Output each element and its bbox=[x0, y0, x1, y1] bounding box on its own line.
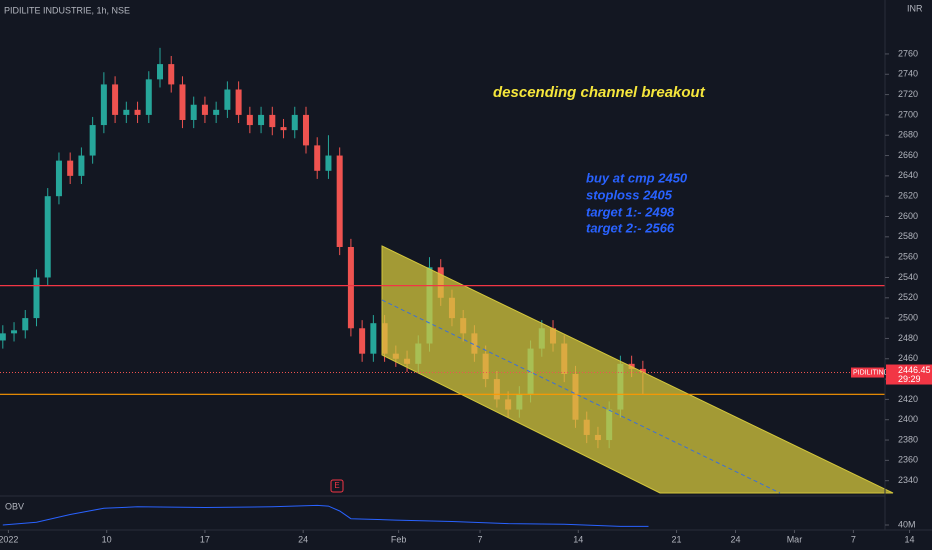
candle-body bbox=[359, 328, 366, 354]
candle-body bbox=[639, 368, 646, 373]
y-tick-label: 2600 bbox=[898, 211, 918, 221]
overlay bbox=[0, 284, 885, 395]
candle-body bbox=[370, 323, 377, 354]
earnings-marker: E bbox=[334, 481, 339, 490]
x-tick-label: Feb bbox=[391, 534, 407, 544]
y-tick-label: 2680 bbox=[898, 130, 918, 140]
candle-body bbox=[78, 155, 85, 176]
candle-body bbox=[314, 145, 321, 171]
currency: INR bbox=[907, 3, 923, 13]
price-box bbox=[886, 364, 932, 385]
candle-body bbox=[145, 79, 152, 115]
indicator-label: OBV bbox=[5, 501, 24, 511]
y-tick-label: 2620 bbox=[898, 191, 918, 201]
symbol-tag: PIDILITIND bbox=[853, 369, 889, 376]
x-tick-label: 2022 bbox=[0, 534, 18, 544]
candle-body bbox=[112, 84, 119, 115]
y-tick-label: 2380 bbox=[898, 434, 918, 444]
candle-body bbox=[157, 64, 164, 80]
x-tick-label: 14 bbox=[573, 534, 583, 544]
trade-plan: target 2:- 2566 bbox=[586, 220, 675, 235]
channel-midline bbox=[381, 299, 781, 494]
x-tick-label: 24 bbox=[730, 534, 740, 544]
candle-body bbox=[336, 155, 343, 247]
y-tick-label: 2740 bbox=[898, 69, 918, 79]
candle-body bbox=[235, 89, 242, 115]
symbol-tag-box bbox=[851, 367, 884, 378]
x-tick-label: 17 bbox=[200, 534, 210, 544]
x-tick-label: 21 bbox=[672, 534, 682, 544]
obv-line bbox=[2, 504, 649, 527]
annotation: descending channel breakout bbox=[493, 84, 706, 101]
candle-body bbox=[325, 155, 332, 171]
x-tick-label: 24 bbox=[298, 534, 308, 544]
trade-plan: target 1:- 2498 bbox=[586, 204, 675, 219]
last-price: 2446.45 bbox=[898, 365, 931, 375]
candle-body bbox=[302, 114, 309, 146]
y-tick-label: 2520 bbox=[898, 292, 918, 302]
y-tick-label: 2500 bbox=[898, 312, 918, 322]
candle-body bbox=[22, 318, 29, 331]
candle-body bbox=[123, 109, 130, 115]
y-tick-label: 2460 bbox=[898, 353, 918, 363]
countdown: 29:29 bbox=[898, 374, 921, 384]
y-tick-label: 2700 bbox=[898, 109, 918, 119]
x-tick-label: Mar bbox=[787, 534, 803, 544]
candle-body bbox=[100, 84, 107, 126]
y-tick-label: 2480 bbox=[898, 333, 918, 343]
x-tick-label: 7 bbox=[478, 534, 483, 544]
candle-body bbox=[44, 196, 51, 278]
candle-body bbox=[168, 64, 175, 85]
y-tick-label: 2340 bbox=[898, 475, 918, 485]
candle-body bbox=[0, 333, 6, 341]
candle-body bbox=[190, 104, 197, 120]
candle-body bbox=[258, 114, 265, 126]
y-tick-label: 2720 bbox=[898, 89, 918, 99]
candle-body bbox=[224, 89, 231, 110]
candle-body bbox=[11, 330, 18, 334]
trade-plan: stoploss 2405 bbox=[586, 187, 673, 202]
candle-body bbox=[179, 84, 186, 120]
y-tick-label: 2540 bbox=[898, 272, 918, 282]
y-tick-label: 2640 bbox=[898, 170, 918, 180]
candle-body bbox=[89, 125, 96, 156]
candle-body bbox=[246, 114, 253, 126]
candle-body bbox=[269, 114, 276, 128]
x-tick-label: 7 bbox=[851, 534, 856, 544]
candle-body bbox=[201, 104, 208, 115]
candle-body bbox=[213, 109, 220, 115]
x-tick-label: 10 bbox=[102, 534, 112, 544]
y-tick-label: 2560 bbox=[898, 252, 918, 262]
chart-title: PIDILITE INDUSTRIE, 1h, NSE bbox=[4, 5, 130, 15]
y-tick-label: 2580 bbox=[898, 231, 918, 241]
candle-body bbox=[347, 246, 354, 329]
earnings-badge bbox=[330, 479, 344, 493]
candle-body bbox=[280, 127, 287, 131]
y-tick-label: 2420 bbox=[898, 394, 918, 404]
y-tick-label: 2660 bbox=[898, 150, 918, 160]
y-tick-label: 2400 bbox=[898, 414, 918, 424]
y-tick-label: 2760 bbox=[898, 48, 918, 58]
candle-body bbox=[291, 114, 298, 131]
candle-body bbox=[134, 109, 141, 115]
candle-body bbox=[33, 277, 40, 319]
x-tick-label: 14 bbox=[905, 534, 915, 544]
candle-body bbox=[55, 160, 62, 197]
obv-tick-label: 40M bbox=[898, 519, 916, 529]
candle-body bbox=[67, 160, 74, 176]
y-tick-label: 2360 bbox=[898, 455, 918, 465]
trade-plan: buy at cmp 2450 bbox=[586, 170, 688, 185]
channel bbox=[381, 245, 894, 494]
